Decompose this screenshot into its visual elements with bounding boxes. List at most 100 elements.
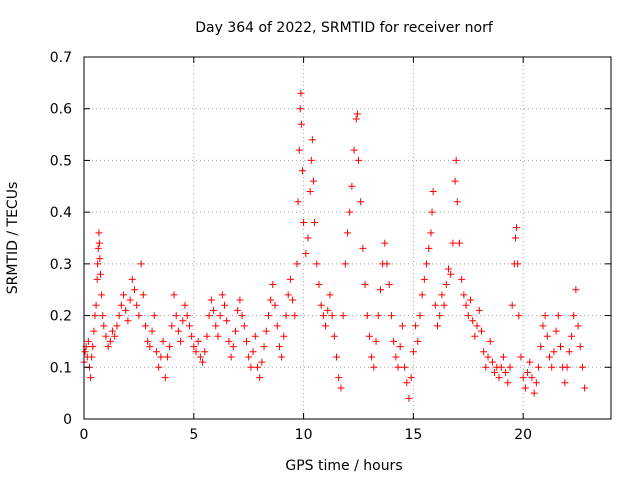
y-tick-label: 0.1	[50, 360, 72, 376]
data-point	[124, 317, 132, 325]
data-point	[348, 182, 356, 190]
data-point	[324, 306, 332, 314]
data-point	[403, 379, 411, 387]
data-point	[212, 322, 220, 330]
data-point	[401, 363, 409, 371]
x-tick-label: 15	[404, 427, 422, 443]
data-point	[387, 312, 395, 320]
data-point	[236, 296, 244, 304]
data-point	[425, 244, 433, 252]
data-point	[438, 291, 446, 299]
data-point	[495, 374, 503, 382]
data-point	[262, 327, 270, 335]
data-point	[152, 348, 160, 356]
data-point	[308, 136, 316, 144]
data-point	[93, 275, 101, 283]
data-point	[94, 260, 102, 268]
data-point	[260, 343, 268, 351]
y-tick-label: 0.2	[50, 309, 72, 325]
data-point	[120, 291, 128, 299]
x-tick-label: 5	[189, 427, 198, 443]
data-point	[227, 353, 235, 361]
data-point	[460, 291, 468, 299]
data-point	[221, 301, 229, 309]
data-point	[183, 312, 191, 320]
data-point	[196, 353, 204, 361]
data-point	[113, 322, 121, 330]
data-point	[508, 301, 516, 309]
data-point	[238, 312, 246, 320]
data-point	[174, 327, 182, 335]
data-point	[554, 312, 562, 320]
data-point	[504, 379, 512, 387]
data-point	[346, 208, 354, 216]
data-point	[407, 374, 415, 382]
plot-frame	[83, 56, 612, 420]
data-point	[181, 301, 189, 309]
data-point	[392, 353, 400, 361]
data-point	[341, 260, 349, 268]
data-point	[155, 363, 163, 371]
data-point	[550, 348, 558, 356]
data-point	[249, 348, 257, 356]
data-point	[205, 312, 213, 320]
data-point	[232, 327, 240, 335]
data-point	[455, 239, 463, 247]
data-point	[576, 343, 584, 351]
data-point	[293, 260, 301, 268]
data-point	[159, 337, 167, 345]
data-point	[339, 312, 347, 320]
data-point	[420, 275, 428, 283]
data-point	[280, 332, 288, 340]
data-point	[452, 156, 460, 164]
data-point	[326, 291, 334, 299]
data-point	[359, 244, 367, 252]
data-point	[572, 286, 580, 294]
data-point	[414, 337, 422, 345]
data-point	[546, 353, 554, 361]
data-point	[451, 177, 459, 185]
data-point	[565, 348, 573, 356]
data-point	[383, 260, 391, 268]
data-point	[177, 337, 185, 345]
data-point	[256, 374, 264, 382]
data-point	[423, 260, 431, 268]
data-point	[370, 363, 378, 371]
data-point	[223, 317, 231, 325]
data-point	[253, 363, 261, 371]
x-tick-label: 0	[80, 427, 89, 443]
data-point	[543, 332, 551, 340]
data-point	[464, 312, 472, 320]
data-point	[90, 327, 98, 335]
data-point	[477, 327, 485, 335]
data-point	[245, 353, 253, 361]
data-point	[170, 291, 178, 299]
data-point	[449, 239, 457, 247]
data-point	[317, 301, 325, 309]
data-point	[337, 384, 345, 392]
data-point	[442, 281, 450, 289]
data-point	[89, 343, 97, 351]
data-point	[210, 306, 218, 314]
data-point	[497, 363, 505, 371]
y-tick-label: 0.7	[50, 50, 72, 66]
data-point	[409, 348, 417, 356]
data-point	[150, 312, 158, 320]
data-point	[294, 198, 302, 206]
data-point	[188, 332, 196, 340]
data-point	[302, 250, 310, 258]
data-point	[524, 368, 532, 376]
data-point	[506, 363, 514, 371]
data-point	[126, 296, 134, 304]
data-point	[117, 301, 125, 309]
data-point	[234, 306, 242, 314]
data-point	[368, 353, 376, 361]
data-point	[269, 281, 277, 289]
data-point	[574, 322, 582, 330]
data-point	[365, 332, 373, 340]
data-point	[96, 270, 104, 278]
data-point	[330, 332, 338, 340]
data-point	[394, 363, 402, 371]
data-point	[484, 353, 492, 361]
